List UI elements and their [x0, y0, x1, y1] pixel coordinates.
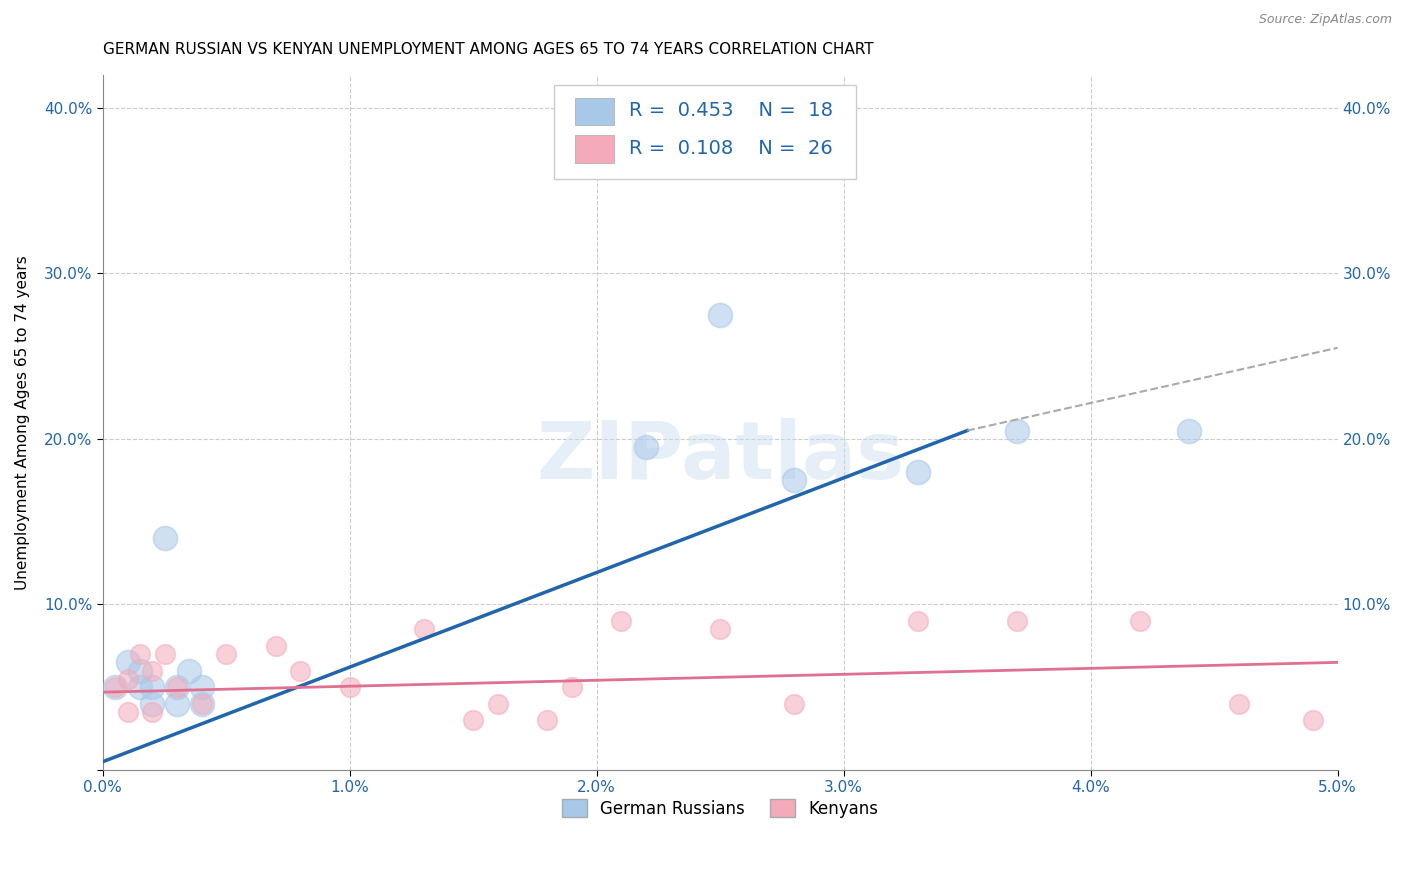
- Point: [141, 705, 163, 719]
- Point: [153, 647, 176, 661]
- Point: [141, 697, 163, 711]
- Text: GERMAN RUSSIAN VS KENYAN UNEMPLOYMENT AMONG AGES 65 TO 74 YEARS CORRELATION CHAR: GERMAN RUSSIAN VS KENYAN UNEMPLOYMENT AM…: [103, 42, 873, 57]
- Point: [215, 647, 238, 661]
- Point: [709, 622, 731, 636]
- Point: [190, 697, 212, 711]
- Point: [783, 697, 806, 711]
- Point: [463, 714, 485, 728]
- FancyBboxPatch shape: [554, 85, 856, 179]
- Point: [486, 697, 509, 711]
- Point: [412, 622, 434, 636]
- Point: [190, 697, 212, 711]
- Y-axis label: Unemployment Among Ages 65 to 74 years: Unemployment Among Ages 65 to 74 years: [15, 255, 30, 590]
- Point: [636, 440, 658, 454]
- Point: [1302, 714, 1324, 728]
- Point: [290, 664, 312, 678]
- Point: [117, 705, 139, 719]
- Point: [117, 656, 139, 670]
- Text: R =  0.453    N =  18: R = 0.453 N = 18: [628, 102, 832, 120]
- Point: [783, 473, 806, 487]
- Point: [907, 614, 929, 628]
- Point: [117, 672, 139, 686]
- Text: R =  0.108    N =  26: R = 0.108 N = 26: [628, 139, 832, 158]
- Point: [104, 680, 127, 694]
- Point: [339, 680, 361, 694]
- Point: [264, 639, 287, 653]
- Point: [709, 308, 731, 322]
- Point: [166, 697, 188, 711]
- Point: [166, 680, 188, 694]
- Text: Source: ZipAtlas.com: Source: ZipAtlas.com: [1258, 13, 1392, 27]
- Point: [153, 531, 176, 545]
- Point: [128, 664, 150, 678]
- Point: [536, 714, 558, 728]
- Point: [1005, 424, 1028, 438]
- Point: [128, 647, 150, 661]
- FancyBboxPatch shape: [575, 97, 614, 126]
- Text: ZIPatlas: ZIPatlas: [536, 418, 904, 496]
- Point: [1129, 614, 1152, 628]
- Point: [1227, 697, 1250, 711]
- Point: [141, 680, 163, 694]
- Point: [190, 680, 212, 694]
- Point: [907, 465, 929, 479]
- Point: [166, 680, 188, 694]
- Point: [179, 664, 201, 678]
- Point: [610, 614, 633, 628]
- Point: [561, 680, 583, 694]
- Point: [1178, 424, 1201, 438]
- Point: [141, 664, 163, 678]
- Point: [128, 680, 150, 694]
- Point: [1005, 614, 1028, 628]
- FancyBboxPatch shape: [575, 135, 614, 163]
- Legend: German Russians, Kenyans: German Russians, Kenyans: [555, 793, 886, 824]
- Point: [104, 680, 127, 694]
